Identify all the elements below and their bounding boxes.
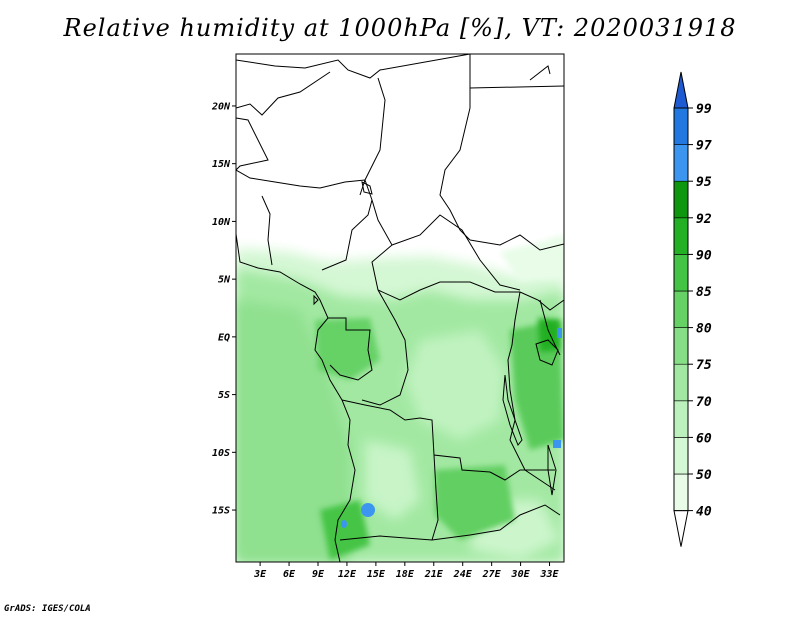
- longitude-axis: 3E 6E 9E 12E 15E 18E 21E 24E 27E 30E 33E: [253, 562, 560, 580]
- border-egypt-sudan: [469, 85, 564, 89]
- colorbar-label: 99: [696, 102, 712, 117]
- colorbar-label: 95: [696, 175, 712, 190]
- border-congo-drc: [361, 289, 409, 406]
- colorbar-label: 85: [696, 285, 712, 300]
- border-nigeria-cameroon: [321, 179, 373, 271]
- latitude-axis: 20N 15N 10N 5N EQ 5S 10S 15S: [211, 101, 236, 517]
- border-niger-chad: [359, 77, 386, 196]
- coastline: [236, 233, 356, 562]
- border-mali-niger: [236, 71, 331, 116]
- humidity-spot-97-a: [361, 503, 375, 517]
- border-niger-nigeria: [236, 169, 366, 189]
- country-boundaries: [236, 54, 564, 562]
- border-drc-east: [507, 291, 556, 491]
- colorbar-segment: [673, 473, 689, 511]
- colorbar-label: 50: [696, 468, 712, 483]
- colorbar-label: 60: [696, 431, 712, 446]
- border-benin-nigeria: [261, 195, 273, 266]
- border-car-south: [377, 281, 520, 301]
- colorbar-label: 70: [696, 395, 712, 410]
- humidity-spot-97-b: [341, 520, 347, 528]
- border-drc-angola: [341, 399, 491, 473]
- colorbar-segment: [673, 254, 689, 292]
- lat-tick-label: 15N: [212, 159, 231, 170]
- lon-tick-label: 12E: [338, 569, 357, 580]
- humidity-region-95: [538, 318, 560, 352]
- border-ssudan-south: [519, 291, 564, 311]
- lake-victoria: [535, 339, 559, 366]
- humidity-region-dry-angola: [365, 440, 420, 520]
- colorbar-label: 75: [696, 358, 712, 373]
- lake-chad: [361, 181, 373, 195]
- humidity-region-85-lakes: [510, 320, 564, 450]
- lon-tick-label: 3E: [253, 569, 267, 580]
- colorbar-segment: [673, 107, 689, 145]
- lake-tanganyika: [502, 374, 523, 446]
- island-bioko: [313, 294, 319, 306]
- colorbar-label: 92: [696, 212, 712, 227]
- border-angola-zambia: [431, 454, 439, 541]
- border-burkina: [236, 117, 269, 171]
- colorbar: 40 50 60 70 75 80 85 90 92 95 97 99: [673, 71, 712, 547]
- lat-tick-label: 5N: [218, 275, 231, 286]
- lon-tick-label: 30E: [511, 569, 531, 580]
- border-zambia-east: [489, 469, 555, 481]
- colorbar-label: 80: [696, 322, 712, 337]
- lon-tick-label: 24E: [453, 569, 473, 580]
- lat-tick-label: 10N: [212, 217, 231, 228]
- lon-tick-label: 21E: [424, 569, 444, 580]
- colorbar-frame: [673, 107, 689, 512]
- lat-tick-label: 15S: [212, 506, 230, 517]
- colorbar-label: 97: [696, 139, 712, 154]
- lon-tick-label: 15E: [367, 569, 386, 580]
- lat-tick-label: EQ: [218, 332, 230, 343]
- humidity-region-85-gabon: [315, 318, 380, 380]
- lat-tick-label: 10S: [212, 448, 230, 459]
- map-frame: [235, 53, 565, 563]
- lon-tick-label: 18E: [396, 569, 415, 580]
- colorbar-upper-triangle: [673, 71, 689, 109]
- map-title: Relative humidity at 1000hPa [%], VT: 20…: [63, 14, 737, 42]
- lon-tick-label: 33E: [539, 569, 559, 580]
- colorbar-segment: [673, 144, 689, 182]
- lon-tick-label: 6E: [283, 569, 296, 580]
- colorbar-segment: [673, 363, 689, 402]
- colorbar-label: 90: [696, 248, 712, 263]
- colorbar-segment: [673, 217, 689, 255]
- colorbar-segment: [673, 180, 689, 219]
- border-algeria-niger: [236, 54, 471, 79]
- colorbar-label: 40: [696, 505, 712, 520]
- coast-red-sea: [529, 65, 551, 81]
- humidity-region-85-zambia: [435, 465, 515, 540]
- lon-tick-label: 9E: [312, 569, 325, 580]
- lake-malawi: [547, 444, 557, 496]
- border-chad-sudan: [439, 107, 471, 241]
- border-angola-namibia: [339, 534, 471, 541]
- colorbar-lower-triangle: [673, 510, 689, 547]
- colorbar-segment: [673, 400, 689, 438]
- lat-tick-label: 5S: [218, 390, 230, 401]
- border-car-north: [391, 214, 521, 291]
- colorbar-segment: [673, 437, 689, 475]
- border-gabon: [328, 317, 373, 381]
- colorbar-segment: [673, 290, 689, 328]
- humidity-region-dry-congo: [405, 330, 505, 440]
- border-sudan-ssudan: [469, 234, 564, 251]
- lat-tick-label: 20N: [211, 101, 231, 112]
- humidity-spot-97-d: [557, 328, 562, 338]
- grads-credit: GrADS: IGES/COLA: [4, 604, 91, 614]
- border-zambia-south: [469, 504, 561, 536]
- humidity-field: [236, 54, 564, 562]
- colorbar-segment: [673, 327, 689, 365]
- humidity-region-90-coast: [320, 500, 370, 560]
- humidity-spot-97-c: [553, 440, 561, 448]
- lon-tick-label: 27E: [482, 569, 502, 580]
